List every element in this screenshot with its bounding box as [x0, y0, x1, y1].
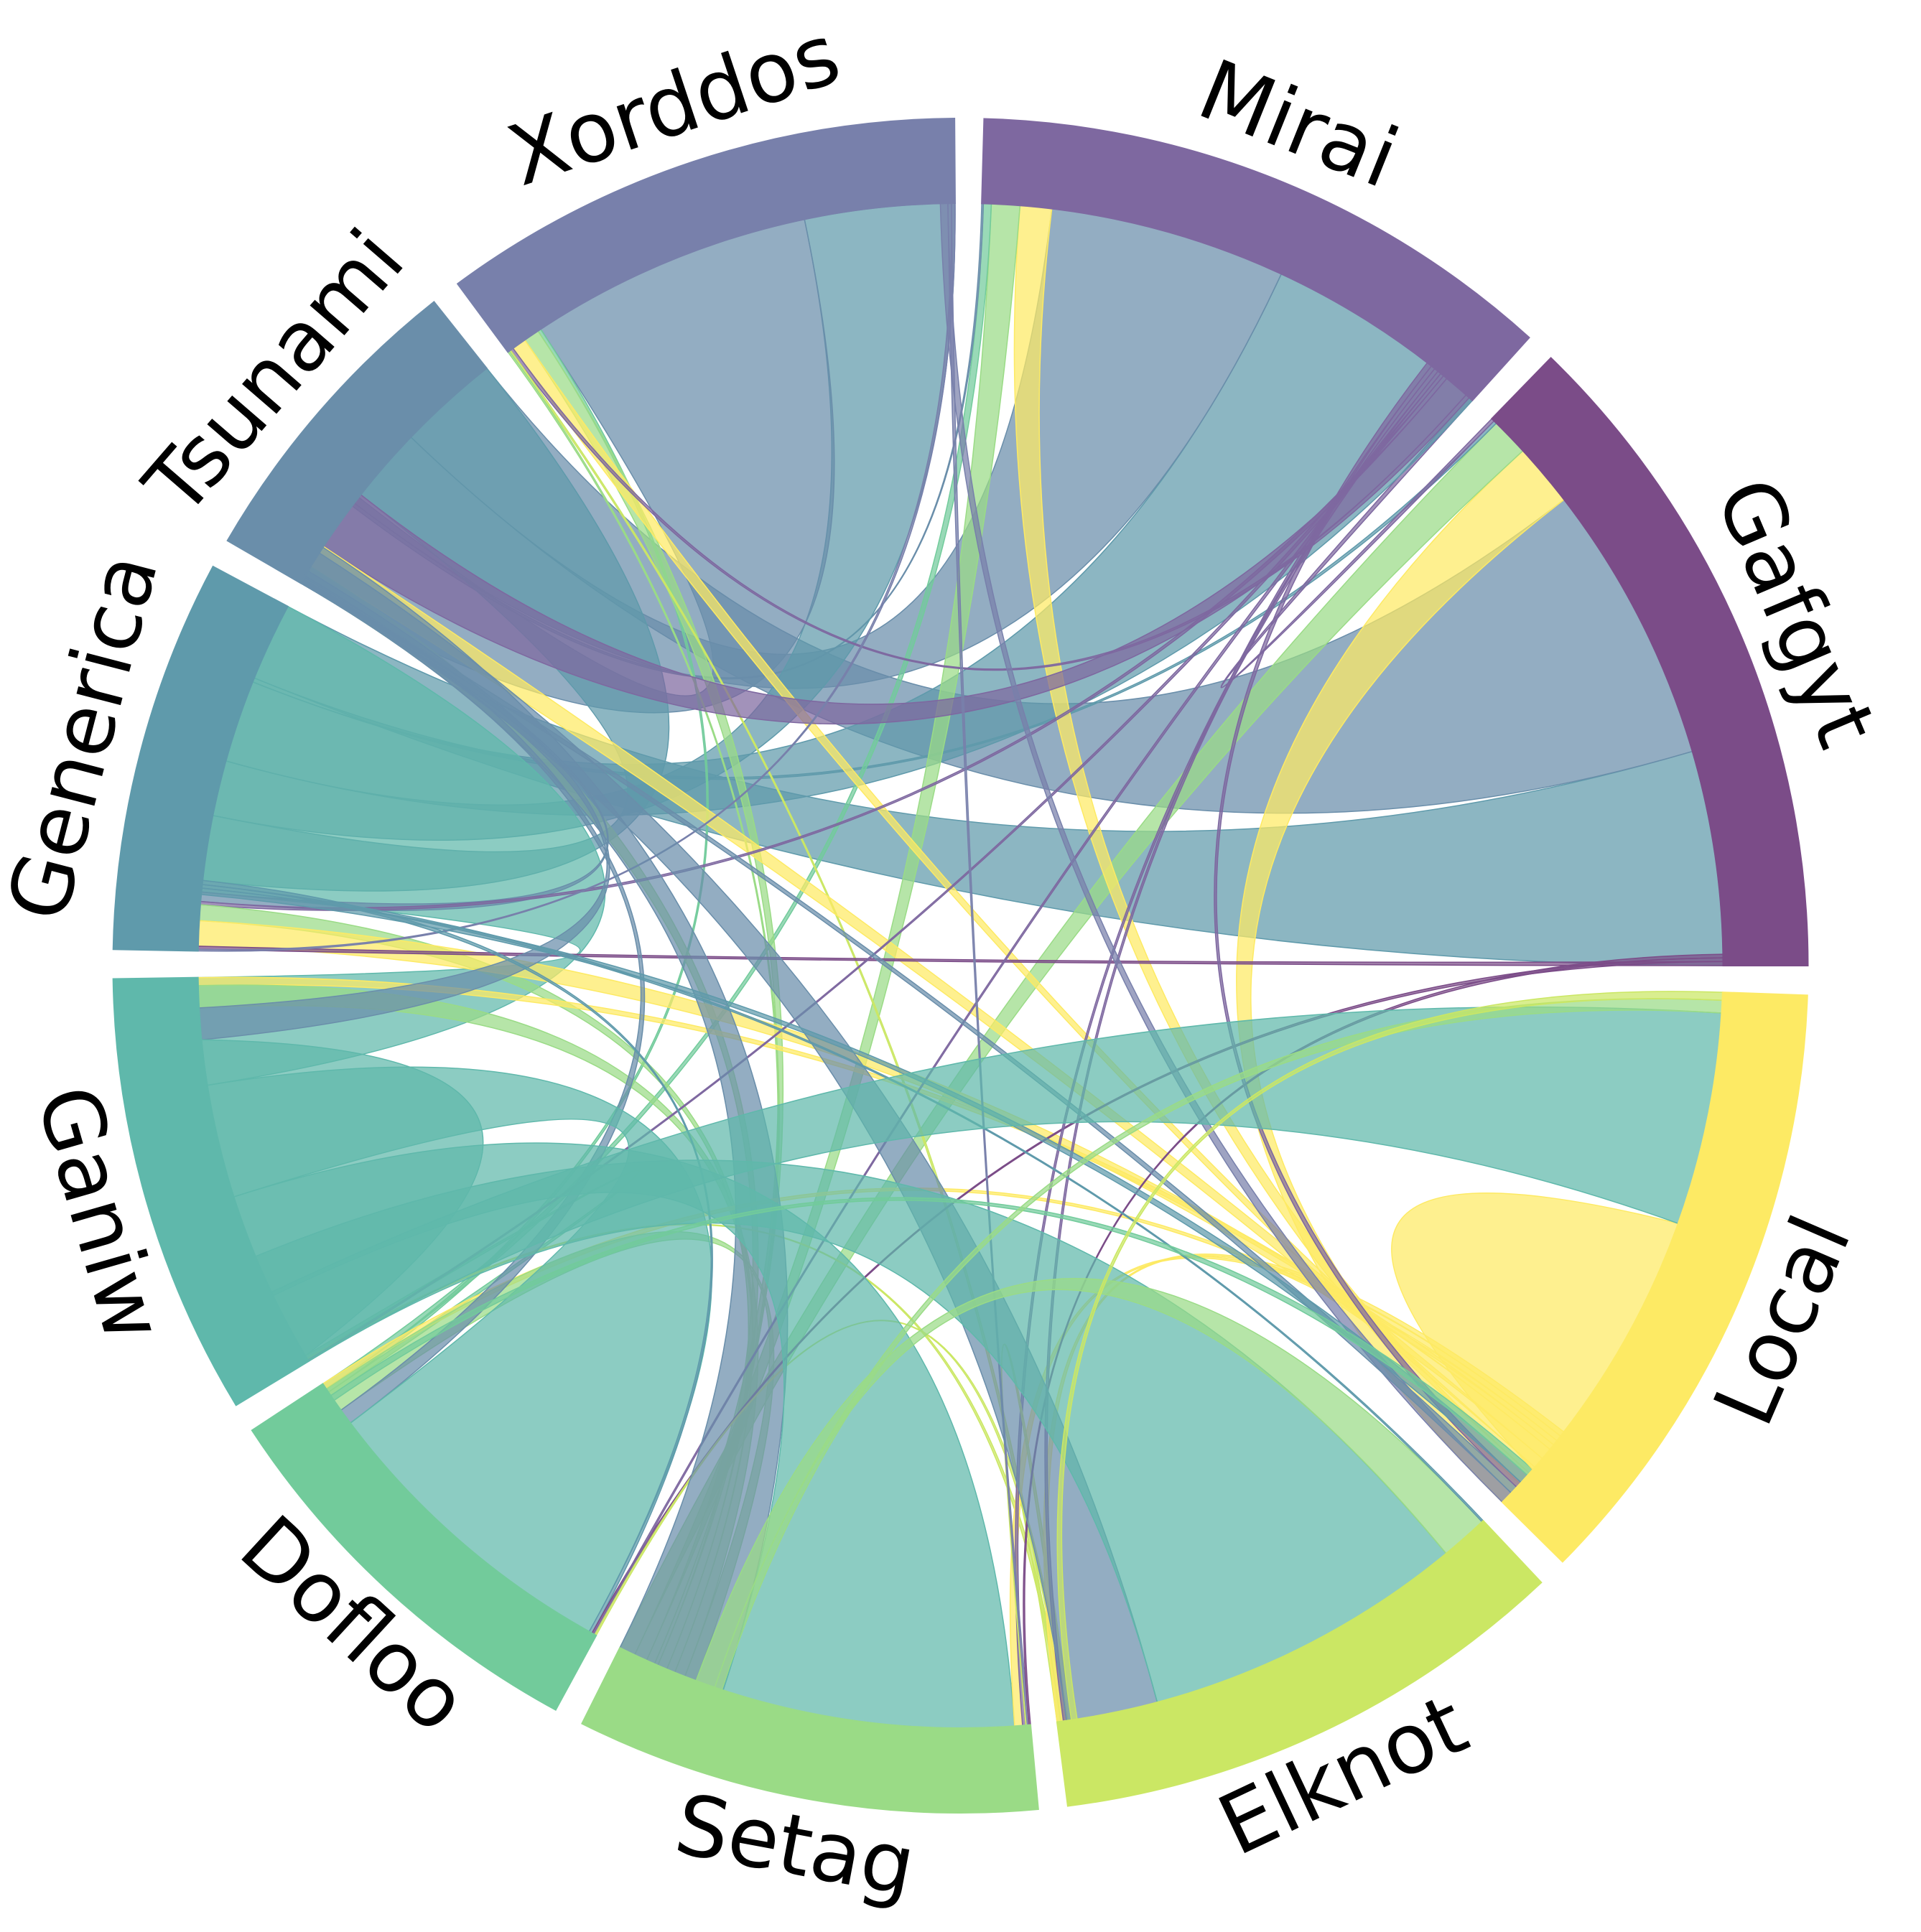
- group-arc-generica: [112, 565, 289, 952]
- group-arc-tsunami: [226, 300, 488, 584]
- group-arc-mirai: [981, 118, 1530, 402]
- group-arc-local: [1501, 991, 1808, 1563]
- group-arc-dofloo: [251, 1383, 597, 1711]
- ribbon-tsunami-mirai: [322, 377, 1467, 725]
- ribbon-layer: [197, 202, 1724, 1729]
- group-arc-elknot: [1056, 1519, 1543, 1807]
- ribbon-elknot-setag: [695, 1278, 1483, 1689]
- group-arc-xorddos: [456, 118, 956, 353]
- ribbon-gafgyt-generica: [253, 605, 1724, 966]
- group-arc-setag: [581, 1646, 1039, 1814]
- group-arc-gafgyt: [1490, 357, 1809, 966]
- arc-layer: [112, 118, 1809, 1814]
- group-arc-ganiw: [112, 976, 310, 1406]
